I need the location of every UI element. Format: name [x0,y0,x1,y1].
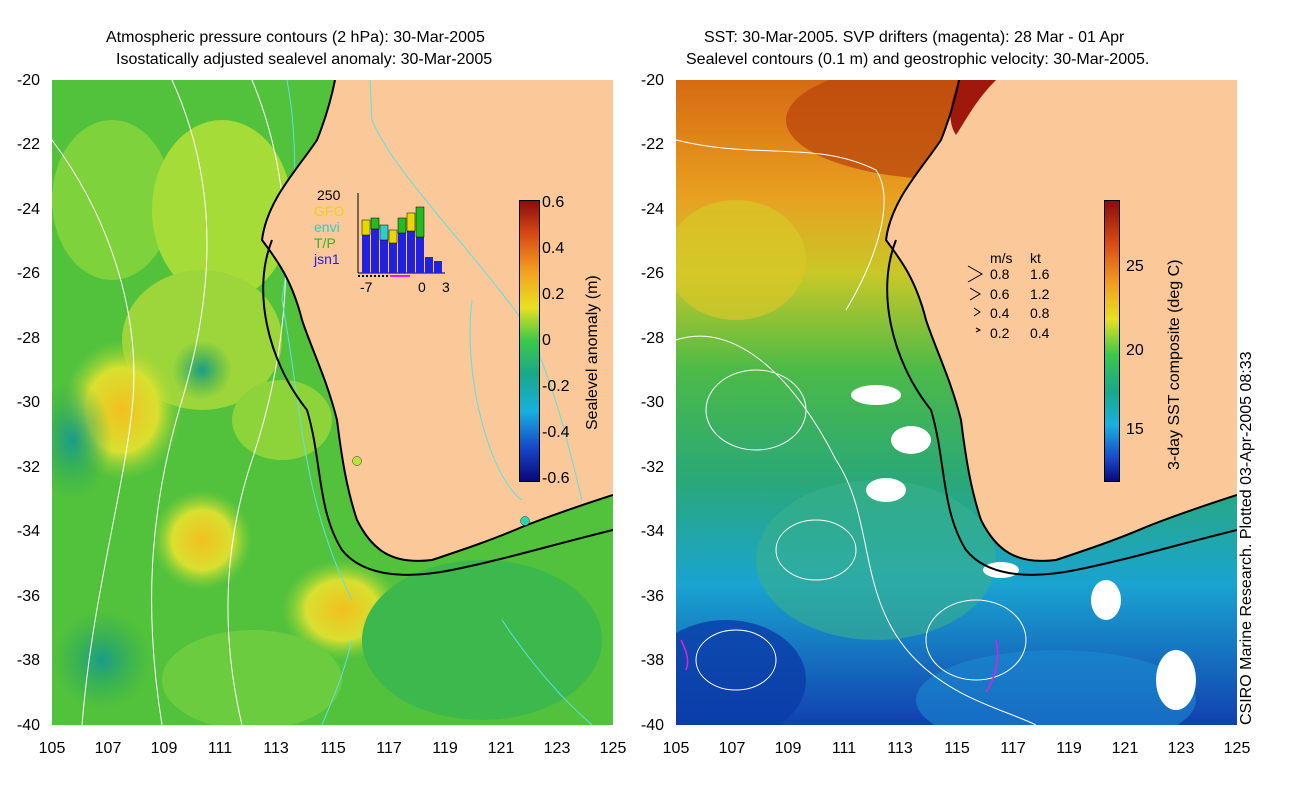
inset-x-tick-3: 3 [442,279,450,295]
right-x-tick: 123 [1167,740,1195,757]
left-y-tick: -40 [16,717,40,734]
right-title-line1: SST: 30-Mar-2005. SVP drifters (magenta)… [704,29,1125,46]
inset-y-top-label: 250 [317,187,341,203]
sst-tick-15: 15 [1126,421,1144,438]
left-y-tick: -26 [16,265,40,282]
right-x-tick: 107 [718,740,746,757]
right-y-tick: -40 [640,717,664,734]
right-x-tick: 119 [1056,740,1082,757]
left-title-line1: Atmospheric pressure contours (2 hPa): 3… [106,29,485,46]
right-y-tick: -28 [640,330,664,347]
credit-text: CSIRO Marine Research. Plotted 03-Apr-20… [1238,351,1255,725]
right-y-tick: -20 [640,72,664,89]
right-title-line2: Sealevel contours (0.1 m) and geostrophi… [686,51,1150,68]
right-x-tick: 113 [887,740,913,757]
left-y-tick: -36 [16,588,40,605]
right-x-tick: 121 [1111,740,1139,757]
left-y-tick: -32 [16,459,40,476]
sst-colorbar-label: 3-day SST composite (deg C) [1166,259,1183,470]
sealevel-tick-0.4: 0.4 [542,240,565,257]
left-x-tick: 109 [150,740,178,757]
left-x-tick: 105 [38,740,66,757]
left-y-tick: -20 [16,72,40,89]
left-x-tick: 123 [543,740,571,757]
inset-x-tick-0: 0 [418,279,426,295]
sst-colorbar [1104,200,1120,482]
velocity-legend-row1-kt: 1.6 [1030,266,1050,282]
sst-map [676,80,1237,725]
sealevel-tick-0.6: 0.6 [542,194,565,211]
sealevel-tick-neg0.4: -0.4 [542,424,570,441]
inset-legend-jsn1: jsn1 [314,251,340,267]
velocity-legend-row3-kt: 0.8 [1030,305,1050,321]
velocity-legend-header-ms: m/s [990,250,1013,266]
velocity-legend-row4-ms: 0.2 [990,325,1010,341]
right-y-tick: -38 [640,652,664,669]
velocity-legend-row2-kt: 1.2 [1030,286,1050,302]
right-y-tick: -36 [640,588,664,605]
right-y-tick: -24 [640,201,664,218]
left-x-tick: 113 [263,740,289,757]
left-x-tick: 107 [94,740,122,757]
right-y-tick: -32 [640,459,664,476]
sealevel-tick-neg0.2: -0.2 [542,378,570,395]
sealevel-tick-0.2: 0.2 [542,286,565,303]
right-y-tick: -26 [640,265,664,282]
sst-tick-25: 25 [1126,258,1144,275]
sst-tick-20: 20 [1126,342,1144,359]
sealevel-tick-0: 0 [542,332,551,349]
inset-legend-envi: envi [314,219,340,235]
left-x-tick: 125 [599,740,627,757]
left-y-tick: -34 [16,523,40,540]
left-x-tick: 117 [376,740,402,757]
velocity-legend-arrows [960,262,990,338]
left-x-tick: 119 [432,740,458,757]
right-y-tick: -34 [640,523,664,540]
right-x-tick: 115 [944,740,970,757]
velocity-legend-row3-ms: 0.4 [990,305,1010,321]
left-y-tick: -30 [16,394,40,411]
right-x-tick: 105 [662,740,690,757]
right-x-tick: 125 [1223,740,1251,757]
velocity-legend-header-kt: kt [1030,250,1041,266]
inset-x-tick-neg7: -7 [360,279,373,295]
sealevel-tick-neg0.6: -0.6 [542,470,570,487]
left-x-tick: 121 [487,740,515,757]
left-y-tick: -22 [16,136,40,153]
right-y-tick: -30 [640,394,664,411]
left-y-tick: -38 [16,652,40,669]
sealevel-colorbar-label: Sealevel anomaly (m) [584,275,601,430]
left-x-tick: 115 [320,740,346,757]
velocity-legend-row2-ms: 0.6 [990,286,1010,302]
left-title-line2: Isostatically adjusted sealevel anomaly:… [116,51,493,68]
satellite-pass-inset [310,185,450,295]
right-x-tick: 117 [1000,740,1026,757]
inset-legend-gfo: GFO [314,203,345,219]
right-x-tick: 109 [774,740,802,757]
left-y-tick: -24 [16,201,40,218]
left-y-tick: -28 [16,330,40,347]
right-x-tick: 111 [831,740,857,757]
velocity-legend-row4-kt: 0.4 [1030,325,1050,341]
velocity-legend-row1-ms: 0.8 [990,266,1010,282]
right-y-tick: -22 [640,136,664,153]
sealevel-colorbar [519,200,540,482]
inset-legend-tp: T/P [314,235,336,251]
left-x-tick: 111 [207,740,233,757]
